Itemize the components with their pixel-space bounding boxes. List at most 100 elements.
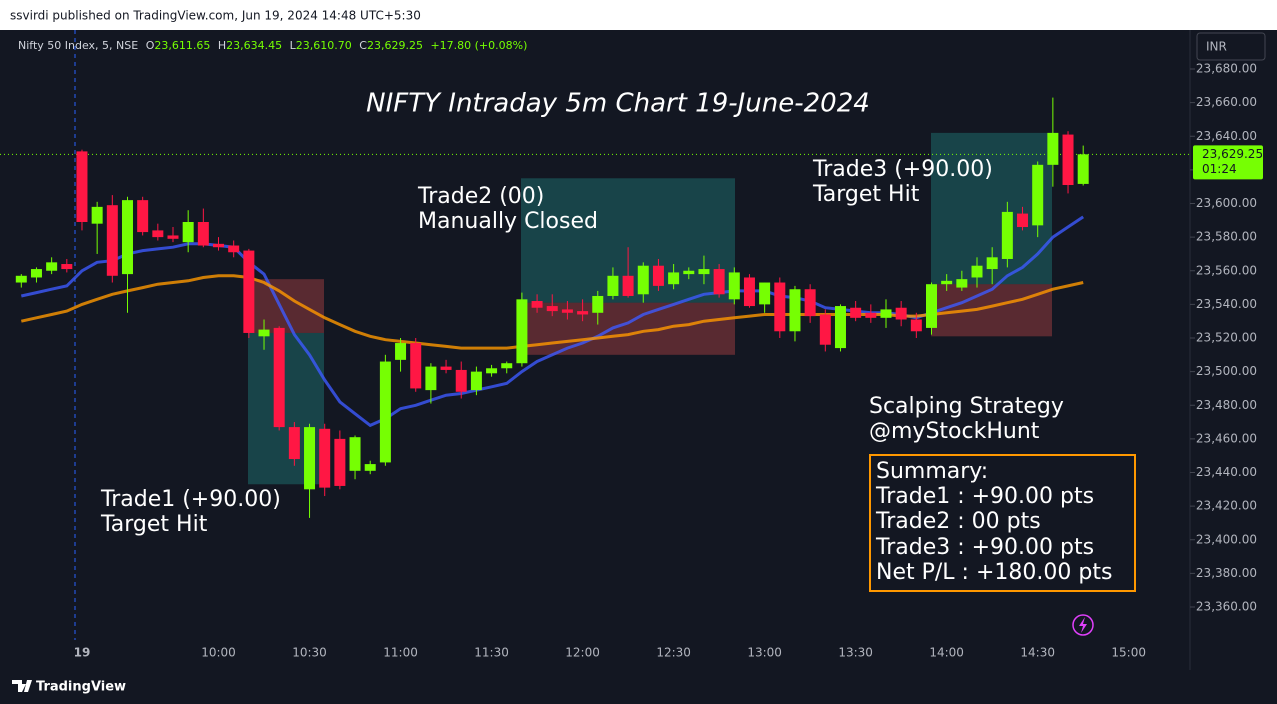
y-tick-label: 23,600.00 <box>1196 196 1257 210</box>
x-tick-label: 10:30 <box>292 646 327 660</box>
candle-body <box>577 311 589 315</box>
trade-label: Trade1 (+90.00) <box>100 487 281 512</box>
x-tick-label: 14:30 <box>1020 646 1055 660</box>
y-tick-label: 23,520.00 <box>1196 331 1257 345</box>
legend-value: 23,634.45 <box>226 39 282 52</box>
candle-body <box>304 427 316 490</box>
candle-body <box>804 289 816 317</box>
countdown: 01:24 <box>1202 162 1237 176</box>
legend-item: H <box>218 39 226 52</box>
y-tick-label: 23,580.00 <box>1196 230 1257 244</box>
y-tick-label: 23,500.00 <box>1196 364 1257 378</box>
candle-body <box>167 235 179 239</box>
candle-body <box>637 265 649 295</box>
stop-zone <box>521 302 735 355</box>
summary-line: Trade2 : 00 pts <box>875 509 1041 534</box>
x-tick-label: 10:00 <box>201 646 236 660</box>
candle-body <box>743 277 755 307</box>
candle-body <box>668 272 680 285</box>
candle-body <box>1032 164 1044 226</box>
candle-body <box>486 368 498 374</box>
candle-body <box>622 275 634 296</box>
candle-body <box>455 369 467 392</box>
candle-body <box>941 280 953 285</box>
candle-body <box>137 200 149 233</box>
y-tick-label: 23,400.00 <box>1196 532 1257 546</box>
alert-icon[interactable] <box>1072 614 1094 636</box>
candle-body <box>910 319 922 332</box>
brand: TradingView <box>36 680 126 695</box>
candle-body <box>213 243 225 248</box>
candle-body <box>76 151 88 222</box>
y-tick-label: 23,440.00 <box>1196 465 1257 479</box>
trade-status: Target Hit <box>100 512 208 537</box>
candle-body <box>46 262 58 271</box>
chart-title: NIFTY Intraday 5m Chart 19-June-2024 <box>366 89 870 119</box>
y-tick-label: 23,460.00 <box>1196 431 1257 445</box>
x-tick-label: 13:30 <box>838 646 873 660</box>
candle-body <box>349 437 361 471</box>
candle-body <box>501 363 513 369</box>
candle-body <box>1047 132 1059 165</box>
candle-body <box>288 427 300 460</box>
trade-status: Target Hit <box>812 182 920 207</box>
candle-body <box>850 307 862 318</box>
candle-body <box>895 307 907 320</box>
logo <box>12 680 32 692</box>
candle-body <box>516 299 528 364</box>
stop-zone <box>931 284 1052 337</box>
candle-body <box>865 312 877 318</box>
candle-body <box>319 428 331 488</box>
legend-item: C <box>359 39 367 52</box>
candle-body <box>971 265 983 278</box>
y-tick-label: 23,640.00 <box>1196 129 1257 143</box>
candle-body <box>364 464 376 471</box>
candle-body <box>228 245 240 253</box>
legend-item: O <box>146 39 155 52</box>
y-tick-label: 23,680.00 <box>1196 62 1257 76</box>
y-tick-label: 23,360.00 <box>1196 600 1257 614</box>
candle-body <box>986 257 998 270</box>
y-tick-label: 23,540.00 <box>1196 297 1257 311</box>
candle-body <box>683 270 695 275</box>
candle-body <box>1062 134 1074 186</box>
x-tick-label: 12:00 <box>565 646 600 660</box>
candle-body <box>759 282 771 305</box>
price-label: 23,629.25 <box>1202 147 1263 161</box>
candle-body <box>956 279 968 288</box>
candle-body <box>1017 213 1029 228</box>
symbol: Nifty 50 Index, 5, NSE <box>18 39 138 52</box>
candle-body <box>440 366 452 370</box>
x-tick-label: 12:30 <box>656 646 691 660</box>
trade-status: Manually Closed <box>418 209 598 234</box>
candle-body <box>379 361 391 463</box>
legend-change: +17.80 (+0.08%) <box>430 39 527 52</box>
candle-body <box>713 269 725 295</box>
legend-value: 23,629.25 <box>367 39 423 52</box>
candle-body <box>531 301 543 308</box>
candle-body <box>1077 154 1089 184</box>
y-tick-label: 23,660.00 <box>1196 95 1257 109</box>
candle-body <box>152 230 164 238</box>
y-tick-label: 23,480.00 <box>1196 398 1257 412</box>
candle-body <box>91 206 103 224</box>
summary-title: Summary: <box>876 459 988 484</box>
currency-box[interactable] <box>1196 32 1266 61</box>
stop-zone <box>248 279 324 333</box>
candle-body <box>410 343 422 389</box>
candle-body <box>121 200 133 275</box>
x-tick-label: 15:00 <box>1111 646 1146 660</box>
y-tick-label: 23,560.00 <box>1196 263 1257 277</box>
candle-body <box>61 264 73 270</box>
candle-body <box>197 221 209 246</box>
publisher: ssvirdi published on TradingView.com, Ju… <box>10 9 421 23</box>
candle-body <box>698 269 710 275</box>
y-tick-label: 23,420.00 <box>1196 499 1257 513</box>
candle-body <box>243 250 255 333</box>
bottom-bar <box>0 670 1277 704</box>
price-label-box <box>1193 145 1263 180</box>
candle-body <box>652 265 664 286</box>
candle-body <box>774 282 786 332</box>
x-tick-label: 11:30 <box>474 646 509 660</box>
summary-box <box>869 454 1136 592</box>
